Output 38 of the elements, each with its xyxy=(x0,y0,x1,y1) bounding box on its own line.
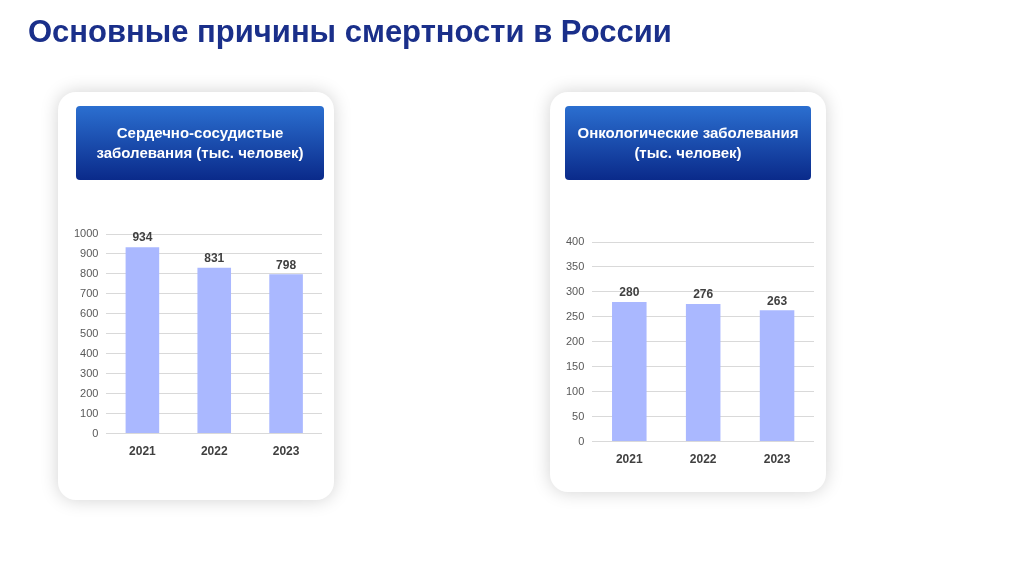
y-tick-label: 800 xyxy=(80,266,99,279)
y-tick-label: 250 xyxy=(565,309,585,322)
y-tick-label: 100 xyxy=(565,384,585,397)
y-tick-label: 0 xyxy=(92,426,99,439)
y-tick-label: 50 xyxy=(572,409,585,422)
x-tick-label: 2022 xyxy=(200,444,228,459)
bar xyxy=(197,267,232,434)
x-tick-label: 2021 xyxy=(615,452,643,467)
x-tick-label: 2022 xyxy=(689,452,717,467)
x-tick-label: 2021 xyxy=(129,444,157,459)
y-tick-label: 200 xyxy=(80,386,99,399)
data-label: 263 xyxy=(767,293,788,308)
bar xyxy=(269,274,303,434)
y-tick-label: 500 xyxy=(80,326,99,339)
chart-title: Сердечно-сосудистые заболевания (тыс. человек) xyxy=(76,106,324,180)
data-label: 934 xyxy=(132,230,153,245)
y-tick-label: 400 xyxy=(80,346,99,359)
bar xyxy=(125,247,160,434)
data-label: 276 xyxy=(693,287,714,302)
y-tick-label: 300 xyxy=(565,284,585,297)
data-label: 831 xyxy=(204,251,225,266)
y-tick-label: 0 xyxy=(578,434,585,447)
y-tick-label: 350 xyxy=(565,259,585,272)
y-tick-label: 150 xyxy=(565,359,585,372)
y-tick-label: 400 xyxy=(565,235,585,248)
x-tick-label: 2023 xyxy=(763,452,791,467)
y-tick-label: 300 xyxy=(80,366,99,379)
y-tick-label: 700 xyxy=(80,286,99,299)
data-label: 798 xyxy=(276,257,297,272)
y-tick-label: 600 xyxy=(80,306,99,319)
y-tick-label: 900 xyxy=(80,246,99,259)
data-label: 280 xyxy=(619,285,640,300)
y-tick-label: 1000 xyxy=(73,227,99,240)
x-tick-label: 2023 xyxy=(272,444,300,459)
y-tick-label: 100 xyxy=(80,406,99,419)
y-tick-label: 200 xyxy=(565,334,585,347)
text: Основные причины смертности в России xyxy=(28,14,672,50)
chart-title: Онкологические заболевания (тыс. человек) xyxy=(565,106,811,180)
